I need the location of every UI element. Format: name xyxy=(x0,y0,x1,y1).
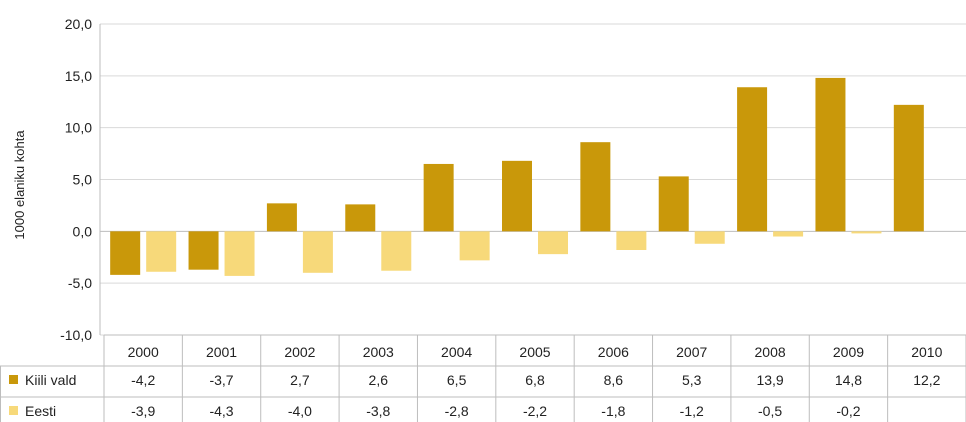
data-label: -4,0 xyxy=(288,403,312,419)
y-tick-label: 5,0 xyxy=(73,172,93,188)
data-label: -1,2 xyxy=(680,403,704,419)
data-label: -3,7 xyxy=(209,372,233,388)
bar-eesti-2005 xyxy=(538,231,568,255)
bar-eesti-2008 xyxy=(773,231,804,237)
bar-eesti-2002 xyxy=(302,231,333,273)
legend-label: Kiili vald xyxy=(25,372,76,388)
data-label: -2,2 xyxy=(523,403,547,419)
bar-eesti-2006 xyxy=(616,231,647,250)
data-label: -2,8 xyxy=(445,403,469,419)
bar-kiili-vald-2007 xyxy=(658,176,689,232)
bar-kiili-vald-2001 xyxy=(188,231,219,270)
bar-kiili-vald-2010 xyxy=(893,104,924,232)
data-label: 2,7 xyxy=(290,372,310,388)
x-tick-label: 2001 xyxy=(206,344,237,360)
data-label: 2,6 xyxy=(369,372,389,388)
data-label: 5,3 xyxy=(682,372,702,388)
x-tick-label: 2005 xyxy=(519,344,550,360)
bar-kiili-vald-2006 xyxy=(580,142,611,232)
y-tick-label: 10,0 xyxy=(65,120,92,136)
bar-eesti-2009 xyxy=(851,231,882,234)
y-tick-label: 0,0 xyxy=(73,223,93,239)
x-tick-label: 2007 xyxy=(676,344,707,360)
legend-swatch xyxy=(9,375,18,384)
data-label: -0,5 xyxy=(758,403,782,419)
bar-eesti-2004 xyxy=(459,231,490,261)
x-tick-label: 2003 xyxy=(363,344,394,360)
data-label: 12,2 xyxy=(913,372,940,388)
y-tick-label: -10,0 xyxy=(60,327,92,343)
data-label: -4,2 xyxy=(131,372,155,388)
x-tick-label: 2009 xyxy=(833,344,864,360)
data-label: 13,9 xyxy=(756,372,783,388)
bar-eesti-2000 xyxy=(146,231,177,272)
x-tick-label: 2008 xyxy=(755,344,786,360)
x-tick-label: 2000 xyxy=(128,344,159,360)
y-axis-ticks: -10,0 -5,0 0,0 5,0 10,0 15,0 20,0 xyxy=(60,16,92,343)
bar-eesti-2001 xyxy=(224,231,255,276)
data-label: -3,9 xyxy=(131,403,155,419)
bar-kiili-vald-2000 xyxy=(110,231,141,275)
bar-eesti-2003 xyxy=(381,231,412,271)
bar-kiili-vald-2004 xyxy=(423,163,454,232)
data-label: 8,6 xyxy=(604,372,624,388)
data-label: -1,8 xyxy=(601,403,625,419)
legend-label: Eesti xyxy=(25,403,56,419)
x-tick-label: 2010 xyxy=(911,344,942,360)
bar-kiili-vald-2008 xyxy=(737,87,768,232)
y-tick-label: 20,0 xyxy=(65,16,92,32)
data-label: 6,8 xyxy=(525,372,545,388)
bar-kiili-vald-2009 xyxy=(815,77,846,232)
y-tick-label: 15,0 xyxy=(65,68,92,84)
x-tick-label: 2004 xyxy=(441,344,472,360)
data-label: 14,8 xyxy=(835,372,862,388)
bars xyxy=(110,77,924,276)
bar-kiili-vald-2003 xyxy=(345,204,376,232)
legend-swatch xyxy=(9,406,18,415)
data-label: 6,5 xyxy=(447,372,467,388)
data-label: -0,2 xyxy=(836,403,860,419)
bar-kiili-vald-2005 xyxy=(502,160,532,232)
x-tick-label: 2006 xyxy=(598,344,629,360)
data-label: -4,3 xyxy=(209,403,233,419)
y-axis-label: 1000 elaniku kohta xyxy=(12,130,27,240)
data-table: 2000 2001 2002 2003 2004 2005 2006 2007 2008 2009… xyxy=(0,334,966,422)
bar-kiili-vald-2002 xyxy=(266,203,297,232)
data-label: -3,8 xyxy=(366,403,390,419)
y-tick-label: -5,0 xyxy=(68,275,92,291)
x-tick-label: 2002 xyxy=(284,344,315,360)
bar-eesti-2007 xyxy=(694,231,725,244)
